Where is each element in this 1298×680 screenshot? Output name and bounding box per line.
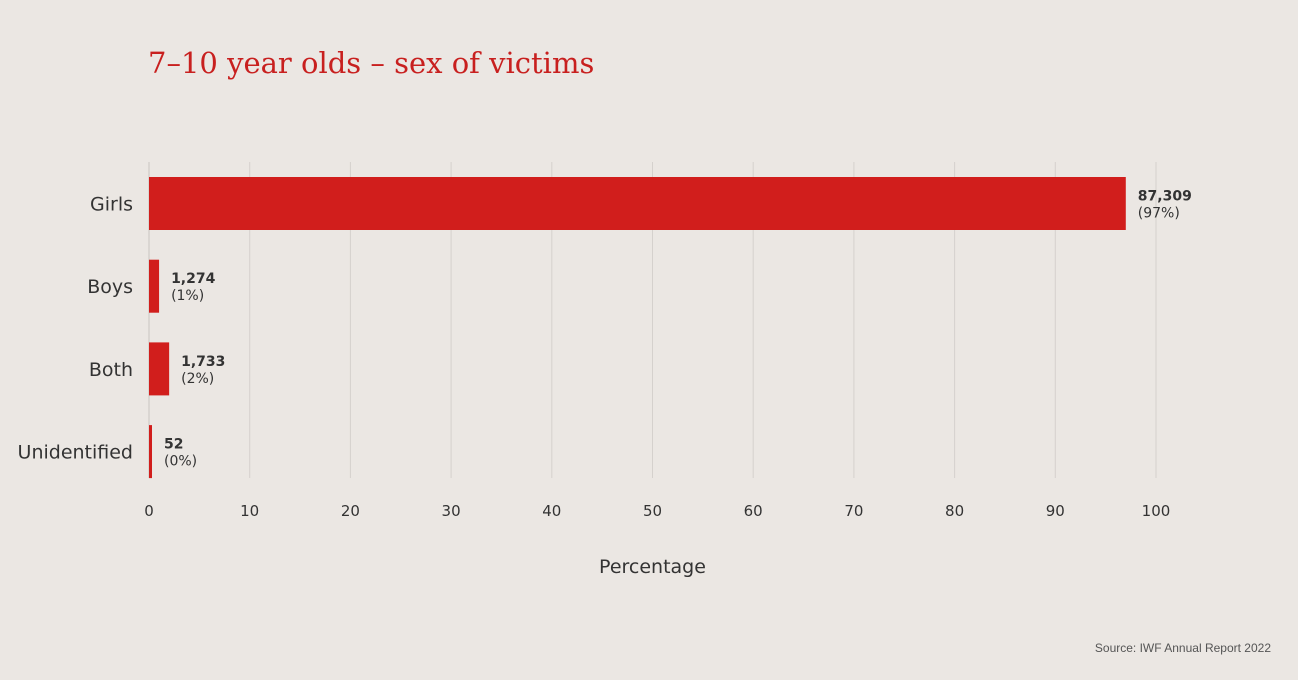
bar [149, 177, 1126, 230]
x-tick-label: 60 [744, 502, 763, 520]
data-label-percent: (2%) [181, 371, 214, 387]
x-axis-label: Percentage [599, 556, 706, 578]
bar [149, 425, 152, 479]
source-note: Source: IWF Annual Report 2022 [1094, 641, 1271, 655]
data-label-percent: (1%) [171, 288, 204, 304]
x-tick-label: 70 [844, 502, 863, 520]
category-label: Unidentified [18, 442, 133, 464]
bar [149, 259, 160, 313]
x-tick-label: 80 [945, 502, 964, 520]
bar [149, 342, 170, 396]
data-label-count: 1,733 [181, 354, 225, 370]
data-label-count: 87,309 [1138, 189, 1192, 205]
data-label-percent: (0%) [164, 454, 197, 470]
x-tick-label: 30 [442, 502, 461, 520]
x-tick-label: 10 [240, 502, 259, 520]
x-tick-label: 50 [643, 502, 662, 520]
x-tick-label: 100 [1142, 502, 1171, 520]
x-tick-label: 20 [341, 502, 360, 520]
category-label: Boys [87, 276, 133, 298]
x-tick-label: 90 [1046, 502, 1065, 520]
category-label: Both [89, 359, 133, 381]
chart-title: 7–10 year olds – sex of victims [148, 46, 595, 80]
data-label-percent: (97%) [1138, 206, 1180, 222]
data-label-count: 1,274 [171, 271, 216, 287]
x-tick-label: 40 [542, 502, 561, 520]
x-tick-label: 0 [144, 502, 154, 520]
category-label: Girls [90, 194, 133, 216]
data-label-count: 52 [164, 437, 183, 453]
